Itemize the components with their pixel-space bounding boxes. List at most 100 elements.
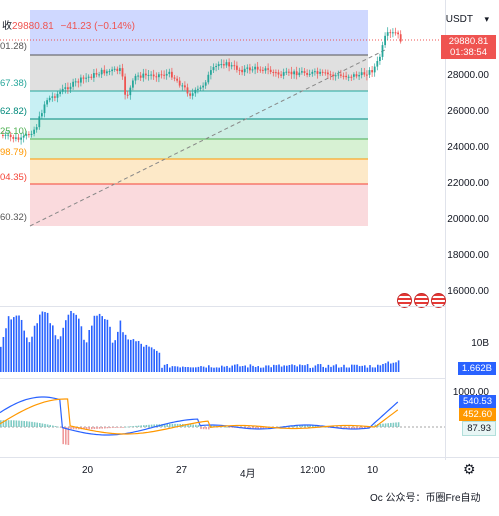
candle bbox=[236, 65, 238, 70]
macd-histogram-bar bbox=[361, 427, 363, 429]
volume-bar bbox=[262, 367, 265, 372]
candle bbox=[116, 68, 119, 71]
volume-bar bbox=[54, 335, 57, 372]
volume-bar bbox=[192, 367, 194, 372]
fib-label-5: 98.79) bbox=[0, 147, 27, 158]
macd-histogram-bar bbox=[169, 423, 171, 427]
volume-pane-divider[interactable] bbox=[0, 306, 445, 307]
macd-histogram-bar bbox=[117, 427, 119, 428]
volume-bar bbox=[343, 364, 345, 372]
candle bbox=[121, 68, 124, 77]
volume-bar bbox=[270, 367, 272, 372]
macd-histogram-bar bbox=[395, 422, 397, 427]
chevron-down-icon[interactable]: ▾ bbox=[484, 14, 489, 24]
macd-histogram-bar bbox=[309, 425, 311, 427]
candle bbox=[150, 74, 152, 76]
event-icons[interactable] bbox=[397, 293, 446, 308]
candle bbox=[241, 69, 243, 73]
macd-histogram-bar bbox=[192, 424, 194, 427]
signal-line bbox=[0, 398, 399, 435]
fib-label-1: 01.28) bbox=[0, 41, 27, 52]
macd-histogram-bar bbox=[156, 424, 158, 427]
candles-group[interactable] bbox=[2, 27, 402, 145]
macd-histogram-bar bbox=[101, 427, 103, 429]
candle bbox=[20, 137, 22, 140]
candle bbox=[358, 75, 360, 77]
macd-chart[interactable] bbox=[0, 381, 445, 451]
candle bbox=[30, 133, 33, 135]
macd-histogram-bar bbox=[358, 427, 361, 429]
macd-histogram-bar bbox=[88, 427, 90, 430]
candle bbox=[54, 96, 56, 98]
macd-histogram-bar bbox=[132, 426, 135, 427]
candle bbox=[80, 77, 82, 83]
gear-icon[interactable]: ⚙ bbox=[463, 461, 476, 477]
macd-histogram-bar bbox=[153, 424, 155, 427]
volume-bar bbox=[384, 363, 387, 372]
volume-bar bbox=[338, 367, 340, 372]
fib-trend-line[interactable] bbox=[29, 49, 386, 227]
volume-bar bbox=[137, 341, 140, 372]
volume-bar bbox=[254, 367, 257, 372]
price-axis[interactable] bbox=[445, 0, 499, 460]
candle bbox=[220, 64, 223, 66]
macd-histogram-bar bbox=[184, 424, 187, 427]
candle bbox=[43, 104, 46, 114]
volume-bar bbox=[80, 326, 83, 372]
candle bbox=[269, 69, 272, 73]
volume-bar bbox=[228, 367, 231, 372]
volume-bar bbox=[67, 314, 70, 372]
macd-histogram-bar bbox=[62, 427, 64, 445]
volume-bar bbox=[374, 367, 376, 372]
macd-histogram-bar bbox=[299, 425, 301, 427]
candle bbox=[363, 72, 366, 75]
flag-icon[interactable] bbox=[397, 293, 412, 308]
candle bbox=[61, 88, 64, 92]
macd-histogram-bar bbox=[374, 424, 376, 427]
candle bbox=[191, 93, 194, 96]
volume-bar bbox=[340, 367, 343, 372]
volume-bar bbox=[140, 343, 142, 372]
volume-bar bbox=[291, 364, 293, 372]
volume-bar bbox=[135, 341, 137, 372]
macd-histogram-bar bbox=[75, 427, 77, 430]
macd-histogram-bar bbox=[304, 425, 306, 427]
volume-bar bbox=[351, 364, 353, 372]
candle bbox=[301, 71, 303, 73]
price-chart[interactable] bbox=[0, 0, 445, 306]
macd-histogram-bar bbox=[260, 427, 262, 429]
flag-icon[interactable] bbox=[431, 293, 446, 308]
volume-bar bbox=[13, 317, 15, 372]
volume-bar bbox=[377, 364, 379, 372]
candle bbox=[360, 72, 363, 76]
macd-histogram-bar bbox=[265, 427, 267, 429]
fib-label-4: 25.10) bbox=[0, 126, 27, 137]
macd-histogram-bar bbox=[85, 427, 88, 430]
macd-histogram-bar bbox=[364, 427, 366, 429]
volume-bar bbox=[96, 315, 98, 372]
macd-histogram-bar bbox=[49, 424, 51, 427]
volume-bar bbox=[239, 366, 241, 372]
fib-zone-1 bbox=[30, 10, 368, 55]
flag-icon[interactable] bbox=[414, 293, 429, 308]
macd-histogram-bar bbox=[15, 420, 18, 427]
volume-bar bbox=[163, 364, 166, 372]
candle bbox=[126, 94, 129, 96]
ohlc-close: 29880.81 bbox=[12, 21, 54, 32]
volume-bar bbox=[166, 364, 168, 372]
time-axis[interactable] bbox=[0, 457, 499, 458]
candle bbox=[355, 74, 358, 77]
volume-bar bbox=[249, 364, 252, 372]
candle bbox=[113, 68, 116, 70]
volume-chart[interactable] bbox=[0, 306, 445, 376]
volume-bar bbox=[208, 365, 210, 372]
volume-bar bbox=[210, 367, 213, 372]
macd-pane-divider[interactable] bbox=[0, 378, 445, 379]
candle bbox=[15, 137, 17, 139]
volume-bar bbox=[387, 361, 389, 372]
candle bbox=[124, 76, 126, 95]
macd-histogram-bar bbox=[356, 427, 358, 429]
candle bbox=[256, 66, 259, 70]
macd-histogram-bar bbox=[176, 423, 179, 427]
volume-bar bbox=[319, 364, 322, 372]
